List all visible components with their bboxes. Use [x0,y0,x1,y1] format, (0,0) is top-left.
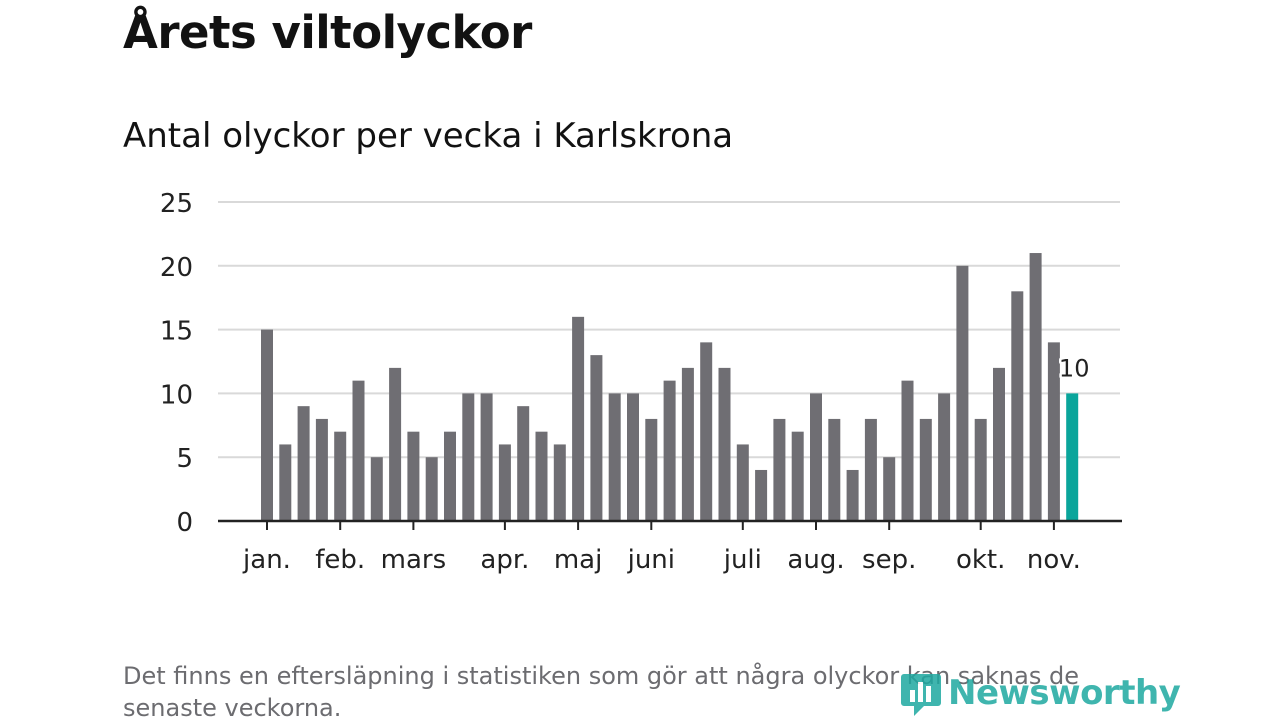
page-title: Årets viltolyckor [123,6,532,59]
newsworthy-logo[interactable]: Newsworthy [900,668,1181,718]
bar [334,431,347,521]
chart-subtitle: Antal olyckor per vecka i Karlskrona [123,116,734,156]
bar [608,393,621,521]
bar [407,431,420,521]
x-tick-label: feb. [315,545,365,575]
bar [279,444,292,521]
bar [553,444,566,521]
x-tick-label: sep. [862,545,916,575]
x-tick-label: jan. [242,545,291,575]
bar [828,418,841,521]
bar [261,329,273,521]
x-tick-label: maj [554,545,602,575]
bar [1047,342,1060,521]
bar [498,444,511,521]
bar [572,316,585,521]
brand-name: Newsworthy [948,673,1181,713]
bar [645,418,658,521]
bar-highlight [1066,393,1079,521]
chart-bubble-icon [901,674,941,716]
bar [370,457,383,521]
bar-chart: 0 5 10 15 20 25 10 jan. feb. mars apr. maj juni juli a… [160,189,1122,575]
bar [389,367,402,521]
bar [755,469,768,521]
bar [1029,253,1042,522]
bar [352,380,365,521]
bar [901,380,914,521]
bar [791,431,804,521]
bar [1011,291,1024,521]
y-tick-label: 15 [160,317,193,347]
bar [864,418,877,521]
bar [700,342,713,521]
bar [663,380,676,521]
bar [736,444,749,521]
x-tick-label: apr. [480,545,529,575]
x-tick-label: okt. [956,545,1005,575]
bar [590,355,603,521]
y-tick-label: 25 [160,189,193,219]
bar [773,418,786,521]
y-tick-label: 5 [176,444,193,474]
bar [718,367,731,521]
data-label: 10 [1059,354,1090,382]
bar [462,393,475,521]
bar [846,469,859,521]
x-tick-label: juli [723,545,762,575]
bar [956,265,969,521]
bar [627,393,639,521]
bar [297,406,310,521]
bar [681,367,694,521]
bar [535,431,548,521]
bar [938,393,951,521]
bar [993,367,1005,521]
y-tick-label: 10 [160,380,193,410]
x-tick-label: aug. [787,545,844,575]
bar [810,393,822,521]
bar [480,393,493,521]
bar [315,418,328,521]
bar [919,418,932,521]
y-tick-label: 0 [176,508,193,538]
x-tick-label: mars [381,545,447,575]
y-tick-label: 20 [160,253,193,283]
bar [974,418,987,521]
bar [517,406,530,521]
bar [444,431,456,521]
x-tick-label: juni [627,545,675,575]
x-tick-label: nov. [1027,545,1081,575]
bar [883,457,896,521]
bar [425,457,438,521]
